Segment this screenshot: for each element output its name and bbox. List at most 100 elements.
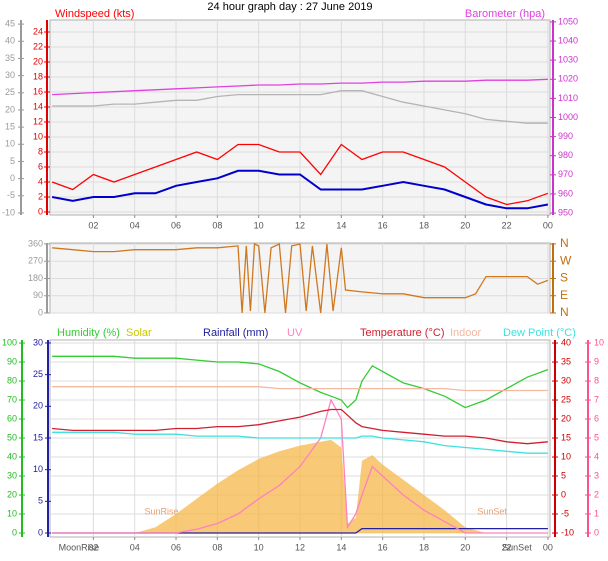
tick-label: 30: [33, 337, 43, 347]
x-tick-label: 02: [88, 542, 98, 552]
tick-label: 1000: [558, 112, 578, 122]
tick-label: 25: [561, 394, 571, 404]
legend-entry: Indoor: [450, 327, 482, 339]
tick-label: 980: [558, 150, 573, 160]
tick-label: 14: [33, 101, 43, 111]
tick-label: 10: [33, 131, 43, 141]
x-tick-label: 04: [130, 542, 140, 552]
tick-label: 9: [594, 356, 599, 366]
tick-label: 6: [38, 161, 43, 171]
tick-label: 5: [561, 470, 566, 480]
tick-label: 10: [33, 464, 43, 474]
legend-entry: Rainfall (mm): [203, 327, 268, 339]
x-tick-label: 10: [254, 542, 264, 552]
line: [52, 386, 548, 392]
tick-label: 20: [33, 56, 43, 66]
tick-label: 180: [28, 273, 43, 283]
line: [52, 431, 548, 454]
tick-label: 20: [5, 104, 15, 114]
tick-label: 0: [561, 489, 566, 499]
x-tick-label: 12: [295, 220, 305, 230]
tick-label: 0: [38, 527, 43, 537]
tick-label: 30: [7, 470, 17, 480]
x-tick-label: 10: [254, 220, 264, 230]
tick-label: 8: [594, 375, 599, 385]
tick-label: 90: [33, 290, 43, 300]
tick-label: 10: [561, 451, 571, 461]
annotation: SunRise: [145, 506, 179, 516]
line: [52, 243, 549, 314]
line: [52, 398, 548, 534]
tick-label: 1050: [558, 16, 578, 26]
x-tick-label: 08: [212, 220, 222, 230]
tick-label: 50: [7, 432, 17, 442]
tick-label: 1020: [558, 74, 578, 84]
tick-label: 90: [7, 356, 17, 366]
x-tick-label: 04: [130, 220, 140, 230]
tick-label: N: [560, 305, 569, 319]
tick-label: 5: [594, 432, 599, 442]
line: [51, 169, 549, 210]
tick-label: 40: [561, 337, 571, 347]
tick-label: -5: [561, 508, 569, 518]
tick-label: 1: [594, 508, 599, 518]
axis-annotation: SunSet: [502, 542, 532, 552]
x-tick-label: 20: [460, 542, 470, 552]
tick-label: 24: [33, 26, 43, 36]
tick-label: 40: [5, 36, 15, 46]
tick-label: S: [560, 271, 568, 285]
tick-label: 20: [33, 401, 43, 411]
legend-entry: Humidity (%): [57, 327, 120, 339]
x-tick-label: 00: [543, 542, 553, 552]
tick-label: 18: [33, 71, 43, 81]
tick-label: N: [560, 236, 569, 250]
tick-label: 22: [33, 41, 43, 51]
line: [52, 90, 548, 124]
axis-annotation: MoonRise: [59, 542, 100, 552]
tick-label: 950: [558, 207, 573, 217]
x-tick-label: 08: [212, 542, 222, 552]
tick-label: 16: [33, 86, 43, 96]
tick-label: 1040: [558, 35, 578, 45]
x-tick-label: 20: [460, 220, 470, 230]
tick-label: 3: [594, 470, 599, 480]
x-tick-label: 00: [543, 220, 553, 230]
tick-label: 80: [7, 375, 17, 385]
tick-label: 0: [12, 527, 17, 537]
tick-label: 970: [558, 169, 573, 179]
legend-entry: Solar: [126, 327, 152, 339]
x-tick-label: 18: [419, 220, 429, 230]
tick-label: 4: [38, 176, 43, 186]
tick-label: 25: [33, 369, 43, 379]
tick-label: -5: [7, 190, 15, 200]
tick-label: 8: [38, 146, 43, 156]
legend-entry: Windspeed (kts): [55, 8, 134, 20]
x-tick-label: 18: [419, 542, 429, 552]
x-tick-label: 16: [378, 220, 388, 230]
tick-label: 40: [7, 451, 17, 461]
tick-label: 360: [28, 238, 43, 248]
tick-label: 10: [7, 508, 17, 518]
tick-label: 35: [561, 356, 571, 366]
tick-label: 60: [7, 413, 17, 423]
tick-label: -10: [561, 527, 574, 537]
legend-entry: Temperature (°C): [360, 327, 444, 339]
tick-label: 5: [10, 156, 15, 166]
line: [52, 408, 548, 445]
tick-label: 7: [594, 394, 599, 404]
tick-label: 15: [33, 432, 43, 442]
tick-label: 270: [28, 256, 43, 266]
tick-label: 20: [561, 413, 571, 423]
tick-label: 15: [561, 432, 571, 442]
tick-label: 10: [594, 337, 604, 347]
x-tick-label: 14: [336, 220, 346, 230]
legend-entry: Barometer (hpa): [465, 8, 545, 20]
tick-label: 960: [558, 188, 573, 198]
line: [51, 143, 549, 206]
x-tick-label: 16: [378, 542, 388, 552]
tick-label: 25: [5, 87, 15, 97]
tick-label: 4: [594, 451, 599, 461]
tick-label: 2: [38, 191, 43, 201]
tick-label: 1030: [558, 55, 578, 65]
